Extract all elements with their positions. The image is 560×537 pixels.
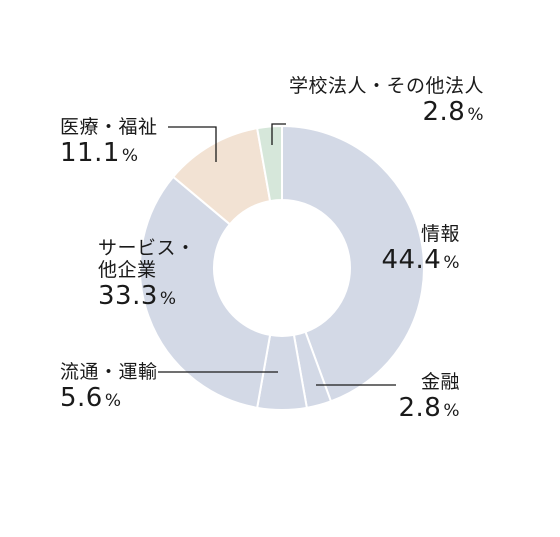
unit-information: % bbox=[443, 252, 460, 273]
slice-label-service-line1: サービス・ bbox=[98, 237, 196, 259]
slice-label-distribution-transport: 流通・運輸 bbox=[60, 361, 158, 383]
slice-label-school-other: 学校法人・その他法人 bbox=[288, 75, 484, 97]
slice-value-information: 44.4 bbox=[381, 244, 442, 275]
slice-value-distribution-transport: 5.6 bbox=[60, 382, 103, 413]
label-finance: 金融 2.8% bbox=[398, 371, 460, 424]
label-information: 情報 44.4% bbox=[381, 223, 460, 276]
slice-label-finance: 金融 bbox=[420, 371, 460, 393]
slice-school-other bbox=[255, 124, 283, 203]
slice-value-medical-welfare: 11.1 bbox=[60, 137, 120, 168]
leader-line-school-other bbox=[271, 123, 286, 145]
unit-medical-welfare: % bbox=[121, 145, 139, 166]
slice-value-finance: 2.8 bbox=[398, 392, 442, 423]
label-distribution-transport: 流通・運輸 5.6% bbox=[60, 361, 158, 414]
slice-label-information: 情報 bbox=[420, 223, 460, 245]
label-school-other: 学校法人・その他法人 2.8% bbox=[288, 75, 484, 128]
unit-finance: % bbox=[443, 400, 460, 421]
unit-service-other: % bbox=[159, 288, 177, 309]
slice-value-school-other: 2.8 bbox=[422, 96, 466, 127]
slice-service-other bbox=[139, 175, 272, 409]
slice-information bbox=[281, 124, 425, 403]
slice-value-service-other: 33.3 bbox=[98, 280, 158, 311]
slice-label-service-line2: 他企業 bbox=[98, 258, 157, 281]
leader-line-medical-welfare bbox=[168, 126, 217, 162]
unit-distribution-transport: % bbox=[104, 390, 122, 411]
slice-label-medical-welfare: 医療・福祉 bbox=[60, 116, 158, 138]
unit-school-other: % bbox=[467, 104, 484, 125]
label-service-other: サービス・ 他企業 33.3% bbox=[98, 237, 196, 312]
label-medical-welfare: 医療・福祉 11.1% bbox=[60, 116, 158, 169]
